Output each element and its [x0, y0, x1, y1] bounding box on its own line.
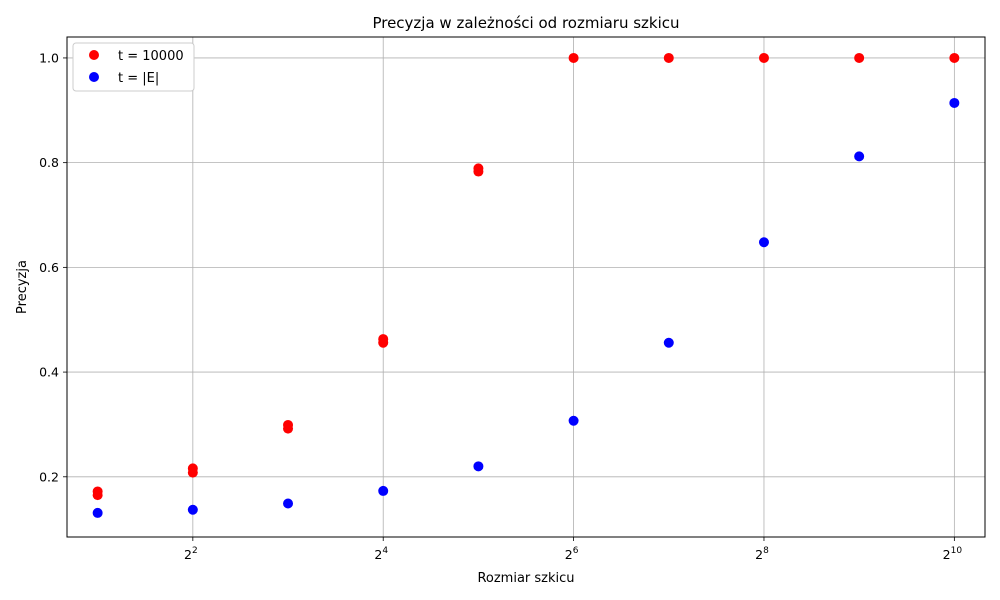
data-point [949, 52, 960, 63]
legend: t = 10000 t = |E| [72, 42, 195, 92]
data-point [949, 97, 960, 108]
series-t-e [92, 97, 960, 518]
legend-marker-t-10000 [89, 50, 99, 60]
legend-marker-t-e [89, 72, 99, 82]
data-point [568, 52, 579, 63]
data-point [758, 237, 769, 248]
y-axis-label: Precyzja [15, 260, 30, 314]
data-point [758, 52, 769, 63]
data-points [92, 52, 960, 518]
series-t-10000 [92, 52, 960, 501]
x-tick-label: 22 [184, 546, 198, 562]
x-tick-label: 28 [755, 546, 769, 562]
data-point [568, 415, 579, 426]
chart-title: Precyzja w zależności od rozmiaru szkicu [372, 14, 679, 32]
y-tick-label: 0.8 [39, 155, 59, 170]
data-point [473, 461, 484, 472]
plot-area-frame [66, 36, 986, 538]
data-point [283, 498, 294, 509]
data-point [663, 52, 674, 63]
y-tick-label: 1.0 [39, 50, 59, 65]
data-point [473, 163, 484, 174]
legend-label-t-e: t = |E| [118, 71, 159, 86]
data-point [854, 52, 865, 63]
data-point [854, 151, 865, 162]
x-tick-label: 210 [943, 546, 963, 562]
data-point [283, 419, 294, 430]
y-tick-label: 0.4 [39, 365, 59, 380]
grid-lines [67, 37, 985, 537]
data-point [663, 337, 674, 348]
x-axis-label: Rozmiar szkicu [477, 571, 574, 586]
data-point [378, 485, 389, 496]
data-point [92, 507, 103, 518]
data-point [187, 504, 198, 515]
x-tick-label: 26 [565, 546, 579, 562]
legend-label-t-10000: t = 10000 [118, 49, 184, 64]
axis-ticks: 22 24 26 28 210 0.2 0.4 0.6 0.8 1.0 [39, 50, 962, 562]
data-point [187, 463, 198, 474]
x-tick-label: 24 [374, 546, 388, 562]
y-tick-label: 0.6 [39, 260, 59, 275]
data-point [378, 334, 389, 345]
y-tick-label: 0.2 [39, 469, 59, 484]
data-point [92, 486, 103, 497]
legend-box [72, 42, 195, 92]
